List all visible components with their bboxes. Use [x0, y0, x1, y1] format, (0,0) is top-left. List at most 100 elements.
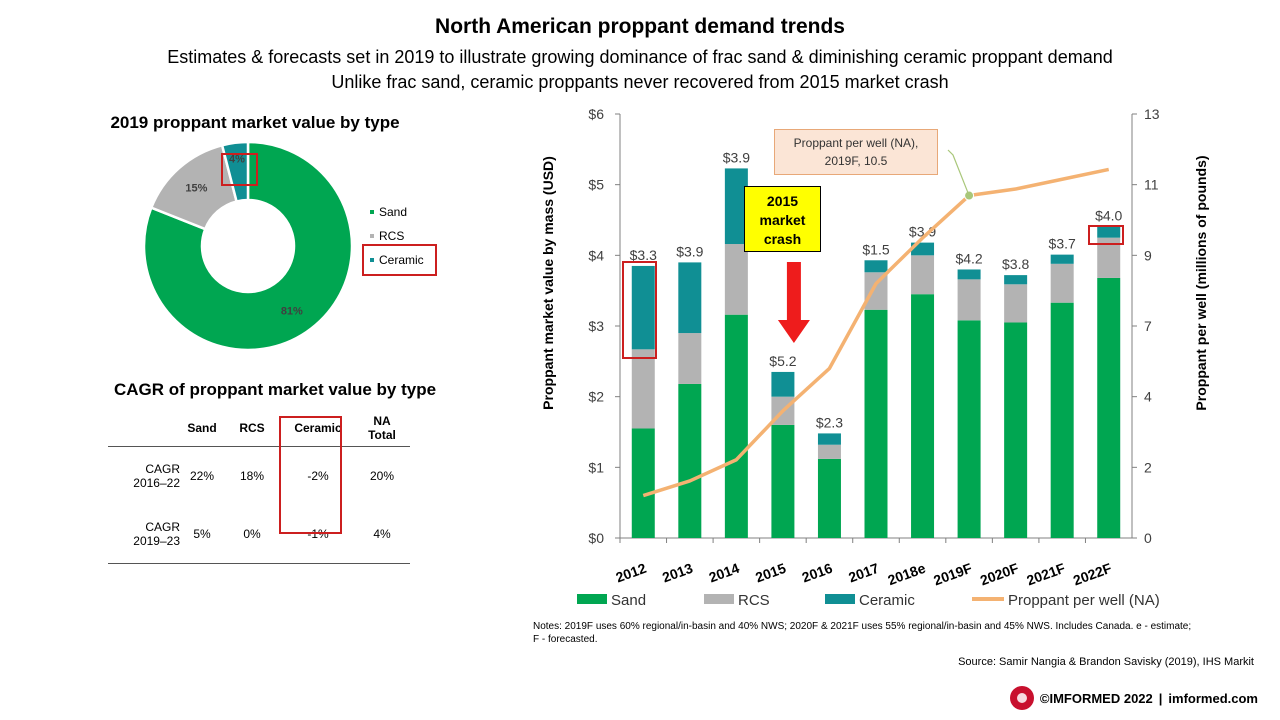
legend-swatch-ceramic	[370, 258, 374, 262]
bar-rcs-2018e	[911, 255, 935, 295]
bar-data-label: $3.9	[909, 224, 936, 240]
y-left-tick-label: $2	[588, 389, 604, 405]
bar-ceramic-2012	[631, 265, 655, 350]
bar-sand-2021F	[1050, 302, 1074, 538]
market-crash-box: 2015 market crash	[744, 186, 821, 252]
table-row: CAGR 2019–23 5% 0% -1% 4%	[108, 505, 410, 564]
donut-slice-sand	[142, 140, 354, 352]
bar-ceramic-2016	[817, 433, 841, 445]
x-tick-label: 2022F	[1071, 560, 1114, 589]
donut-chart-title: 2019 proppant market value by type	[110, 113, 400, 132]
table-cell: 0%	[222, 505, 282, 564]
bar-data-label: $5.2	[769, 353, 796, 369]
bar-ceramic-2017	[864, 260, 888, 273]
highlight-box-donut-ceramic	[221, 153, 258, 186]
callout-proppant-per-well: Proppant per well (NA), 2019F, 10.5	[774, 129, 938, 175]
y-left-tick-label: $6	[588, 106, 604, 122]
bar-ceramic-2021F	[1050, 254, 1074, 264]
callout-line-2: 2019F, 10.5	[824, 154, 888, 168]
table-cell: 22%	[189, 469, 215, 483]
chart-notes: Notes: 2019F uses 60% regional/in-basin …	[533, 621, 1192, 645]
bar-sand-2013	[678, 383, 702, 538]
bar-line-chart: $0 $1 $2 $3 $4 $5 $6 0 2 4 7 9 11 13 2012 2013 2014 2015 2…	[577, 106, 1160, 609]
bar-data-label: $4.2	[955, 250, 982, 266]
legend-swatch-sand	[577, 594, 607, 604]
y-left-tick-label: $0	[588, 530, 604, 546]
legend-label: Sand	[611, 592, 646, 609]
callout-line-1: Proppant per well (NA),	[793, 136, 919, 150]
cagr-header-na-total-text: NA Total	[368, 414, 396, 442]
bar-rcs-2020F	[1004, 284, 1028, 323]
donut-legend-sand: Sand	[370, 205, 407, 219]
table-cell: 18%	[239, 469, 265, 483]
bar-rcs-2014	[724, 244, 748, 315]
callout-leader-line	[947, 149, 970, 196]
highlight-box-2012-ceramic	[622, 261, 657, 359]
bar-data-label: $1.5	[862, 241, 889, 257]
x-tick-label: 2017	[846, 560, 881, 586]
bar-sand-2017	[864, 309, 888, 538]
y-left-tick-label: $4	[588, 247, 604, 263]
bar-ceramic-2014	[724, 168, 748, 245]
bar-rcs-2017	[864, 272, 888, 310]
footer-separator: |	[1158, 690, 1163, 706]
cagr-header-na-total: NA Total	[354, 410, 410, 447]
y-right-tick-label: 11	[1144, 177, 1159, 193]
line-proppant-per-well	[642, 167, 1110, 498]
table-cell: -1%	[282, 505, 354, 564]
y-left-tick-label: $1	[588, 459, 604, 475]
legend-label: RCS	[738, 592, 770, 609]
bar-data-label: $3.9	[676, 243, 703, 259]
legend-swatch-rcs	[704, 594, 734, 604]
line-marker-2019F	[964, 190, 975, 201]
page-subtitle-1: Estimates & forecasts set in 2019 to ill…	[167, 47, 1113, 67]
footer-site-link[interactable]: imformed.com	[1168, 690, 1258, 706]
page-title: North American proppant demand trends	[435, 15, 845, 38]
bar-data-label: $3.7	[1049, 236, 1076, 252]
x-tick-label: 2012	[614, 560, 649, 586]
donut-legend-rcs: RCS	[370, 229, 404, 243]
bar-sand-2022F	[1097, 277, 1121, 538]
table-cell: 20%	[369, 469, 395, 483]
cagr-header-rcs: RCS	[222, 410, 282, 447]
donut-legend-ceramic: Ceramic	[370, 253, 424, 267]
table-row: CAGR 2016–22 22% 18% -2% 20%	[108, 447, 410, 506]
table-cell: 4%	[354, 505, 410, 564]
x-tick-label: 2021F	[1024, 560, 1067, 589]
bar-rcs-2019F	[957, 279, 981, 321]
bar-ceramic-2015	[771, 371, 795, 397]
bar-rcs-2022F	[1097, 237, 1121, 278]
legend-swatch-ceramic	[825, 594, 855, 604]
y-left-tick-label: $3	[588, 318, 604, 334]
x-tick-label: 2016	[800, 560, 835, 586]
donut-label-rcs: 15%	[185, 182, 207, 194]
bar-ceramic-2019F	[957, 269, 981, 280]
bar-sand-2012	[631, 428, 655, 538]
y-axis-left-label: Proppant market value by mass (USD)	[540, 156, 556, 410]
bar-sand-2016	[817, 458, 841, 538]
legend-label-rcs: RCS	[379, 229, 405, 243]
legend-label-ceramic: Ceramic	[379, 253, 424, 267]
bar-sand-2015	[771, 424, 795, 538]
bar-data-label: $4.0	[1095, 207, 1122, 223]
x-tick-label: 2020F	[978, 560, 1021, 589]
x-tick-label: 2015	[753, 560, 788, 586]
cagr-header-ceramic: Ceramic	[282, 410, 354, 447]
bar-rcs-2013	[678, 333, 702, 384]
bar-data-label: $3.8	[1002, 256, 1029, 272]
cagr-header-sand: Sand	[182, 410, 222, 447]
cagr-header-blank	[108, 410, 182, 447]
bar-ceramic-2022F	[1097, 226, 1121, 238]
donut-label-sand: 81%	[281, 306, 303, 318]
bar-rcs-2012	[631, 349, 655, 429]
imformed-logo-icon	[1009, 686, 1034, 710]
x-tick-label: 2013	[660, 560, 695, 586]
x-tick-label: 2019F	[931, 560, 974, 589]
cagr-row-label: CAGR 2016–22	[108, 447, 182, 506]
legend-label: Ceramic	[859, 592, 915, 609]
legend-label-sand: Sand	[379, 205, 408, 219]
footer-copyright: ©IMFORMED 2022	[1039, 690, 1153, 706]
bar-rcs-2016	[817, 444, 841, 459]
bar-sand-2019F	[957, 320, 981, 538]
x-tick-label: 2014	[707, 560, 742, 586]
